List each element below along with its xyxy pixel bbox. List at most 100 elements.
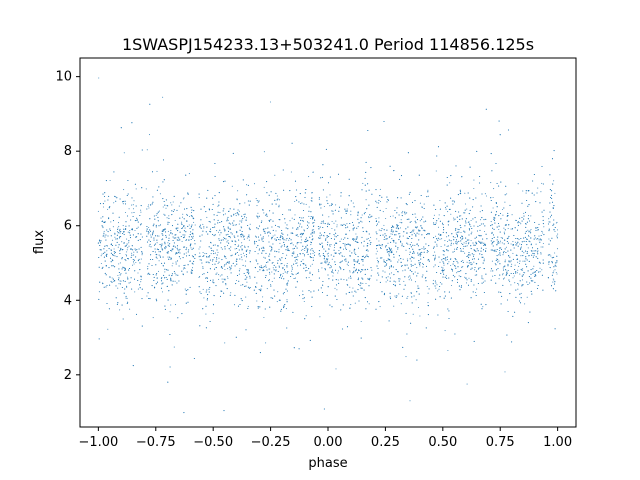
scatter-point — [527, 229, 529, 231]
scatter-point — [407, 295, 409, 298]
scatter-point — [125, 225, 127, 227]
scatter-point — [163, 229, 165, 231]
scatter-point — [470, 264, 472, 266]
scatter-point — [443, 269, 445, 272]
scatter-point — [467, 192, 469, 194]
scatter-point — [524, 260, 526, 262]
scatter-point — [140, 205, 142, 207]
scatter-point — [181, 216, 184, 218]
scatter-point — [212, 313, 214, 315]
scatter-point — [478, 267, 480, 269]
scatter-point — [286, 262, 288, 265]
scatter-point — [172, 239, 174, 242]
scatter-point — [490, 197, 492, 199]
scatter-point — [170, 277, 172, 279]
scatter-point — [114, 236, 116, 238]
scatter-point — [354, 270, 356, 272]
scatter-point — [397, 247, 399, 249]
scatter-point — [340, 224, 342, 226]
scatter-point — [470, 280, 472, 282]
scatter-point — [139, 224, 142, 226]
scatter-point — [401, 265, 403, 267]
scatter-point — [111, 244, 114, 247]
scatter-point — [523, 212, 525, 214]
scatter-point — [184, 227, 186, 229]
scatter-point — [445, 208, 447, 210]
scatter-point — [304, 318, 306, 320]
scatter-point — [221, 259, 223, 261]
scatter-point — [104, 245, 106, 247]
scatter-point — [238, 244, 240, 246]
scatter-point — [168, 245, 170, 247]
scatter-point — [472, 242, 474, 244]
scatter-point — [271, 271, 273, 273]
scatter-point — [118, 277, 120, 279]
scatter-point — [455, 241, 457, 243]
scatter-point — [442, 258, 444, 260]
scatter-point — [461, 218, 463, 220]
scatter-point — [247, 305, 249, 307]
scatter-point — [414, 244, 416, 246]
scatter-point — [435, 282, 437, 284]
scatter-point — [210, 241, 212, 243]
scatter-point — [399, 227, 402, 229]
scatter-point — [354, 248, 356, 251]
scatter-point — [257, 216, 259, 218]
scatter-point — [478, 234, 480, 236]
scatter-point — [491, 232, 493, 235]
scatter-point — [280, 308, 282, 310]
scatter-point — [216, 258, 218, 260]
scatter-point — [298, 295, 301, 297]
scatter-point — [480, 235, 482, 237]
scatter-point — [465, 277, 467, 279]
scatter-point — [493, 188, 495, 190]
scatter-point — [199, 226, 201, 228]
scatter-point — [140, 233, 142, 235]
scatter-point — [300, 236, 302, 238]
scatter-point — [166, 205, 168, 207]
scatter-point — [338, 282, 340, 284]
scatter-point — [310, 242, 313, 244]
scatter-point — [240, 284, 242, 286]
scatter-point — [224, 213, 226, 215]
scatter-point — [370, 216, 372, 218]
scatter-point — [349, 271, 351, 273]
scatter-point — [357, 241, 359, 244]
scatter-point — [491, 260, 493, 262]
scatter-point — [172, 245, 174, 247]
scatter-point — [344, 245, 346, 247]
scatter-point — [312, 222, 314, 224]
scatter-point — [328, 261, 330, 263]
scatter-point — [115, 297, 117, 299]
scatter-point — [141, 149, 143, 151]
scatter-point — [413, 232, 415, 234]
scatter-point — [135, 261, 137, 264]
scatter-point — [190, 238, 192, 241]
scatter-point — [320, 237, 322, 239]
scatter-point — [148, 204, 150, 206]
scatter-point — [210, 231, 212, 233]
scatter-point — [317, 269, 320, 271]
scatter-point — [398, 293, 400, 295]
scatter-point — [188, 236, 190, 238]
scatter-point — [414, 281, 417, 283]
scatter-point — [237, 305, 240, 307]
scatter-point — [328, 216, 330, 218]
scatter-point — [183, 264, 185, 267]
scatter-point — [418, 229, 420, 231]
scatter-point — [245, 260, 247, 262]
scatter-point — [172, 210, 174, 213]
scatter-point — [353, 239, 355, 241]
scatter-point — [174, 246, 176, 248]
scatter-point — [132, 204, 134, 206]
scatter-point — [466, 239, 468, 241]
scatter-point — [512, 241, 514, 243]
scatter-point — [458, 275, 460, 277]
scatter-point — [367, 277, 369, 279]
scatter-point — [390, 260, 392, 262]
scatter-point — [230, 267, 232, 269]
scatter-point — [270, 285, 272, 287]
scatter-point — [554, 269, 556, 271]
scatter-point — [532, 268, 534, 270]
scatter-point — [379, 306, 381, 308]
